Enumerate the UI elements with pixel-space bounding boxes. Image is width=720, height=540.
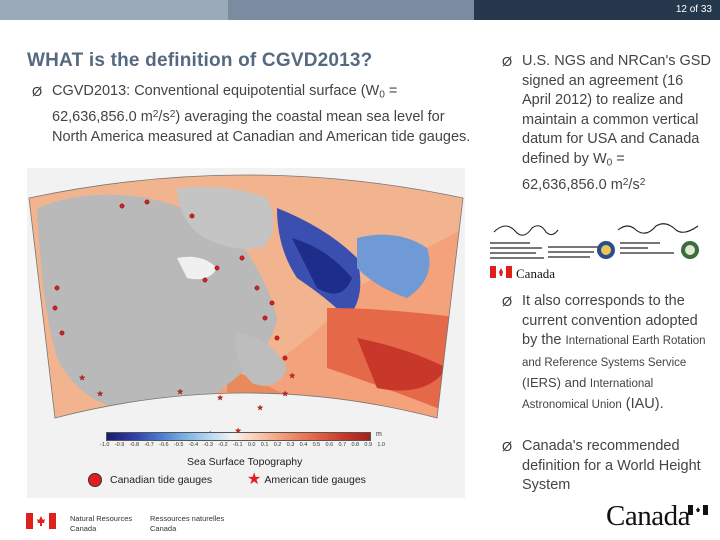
color-scale-ticks: -1.0 -0.9 -0.8 -0.7 -0.6 -0.5 -0.4 -0.3 -0.2 -0.1… [100, 442, 385, 448]
arrow-bullet-icon: Ø [502, 439, 513, 454]
bullet-convention: Ø It also corresponds to the current con… [502, 293, 706, 412]
arrow-bullet-icon: Ø [502, 54, 513, 69]
top-banner: 12 of 33 [0, 0, 720, 20]
banner-segment-dark: 12 of 33 [474, 0, 720, 20]
map-graphic: ★★★ ★★★ ★★★ [28, 174, 464, 438]
banner-segment-mid [228, 0, 474, 20]
bullet-recommended: Ø Canada's recommended definition for a … [502, 438, 701, 493]
footer-nrcan-fr: Ressources naturelles Canada [150, 514, 225, 533]
color-scale-bar [106, 432, 371, 441]
svg-text:★: ★ [177, 388, 183, 396]
svg-text:★: ★ [289, 372, 295, 380]
red-star-icon: ★ [247, 471, 262, 488]
map-legend-title: Sea Surface Topography [187, 456, 303, 468]
sea-surface-topography-map: ★ ★ ★ ★ ★ ★ ★ ★ ★ [27, 168, 465, 498]
bullet-definition: Ø CGVD2013: Conventional equipotential s… [32, 83, 471, 145]
slide-title: WHAT is the definition of CGVD2013? [27, 50, 373, 71]
wordmark-flag-icon [688, 505, 708, 515]
arrow-bullet-icon: Ø [32, 84, 43, 99]
svg-text:★: ★ [235, 427, 241, 435]
footer-nrcan-en: Natural Resources Canada [70, 514, 133, 533]
arrow-bullet-icon: Ø [502, 294, 513, 309]
banner-segment-light [0, 0, 228, 20]
svg-text:★: ★ [257, 404, 263, 412]
legend-canadian-gauges: Canadian tide gauges [88, 473, 212, 487]
svg-text:★: ★ [217, 394, 223, 402]
legend-american-gauges: ★ American tide gauges [247, 471, 366, 488]
canada-wordmark: Canada [606, 500, 690, 532]
color-scale-unit: m [376, 431, 382, 438]
svg-text:★: ★ [97, 390, 103, 398]
svg-text:★: ★ [79, 374, 85, 382]
canada-flag-icon [26, 513, 56, 529]
signature-agreement-image: Canada [490, 223, 699, 281]
slide-number: 12 of 33 [675, 4, 712, 15]
svg-text:Canada: Canada [516, 266, 555, 281]
svg-text:★: ★ [282, 390, 288, 398]
bullet-agreement: Ø U.S. NGS and NRCan's GSD signed an agr… [502, 53, 711, 193]
red-dot-icon [88, 473, 102, 487]
